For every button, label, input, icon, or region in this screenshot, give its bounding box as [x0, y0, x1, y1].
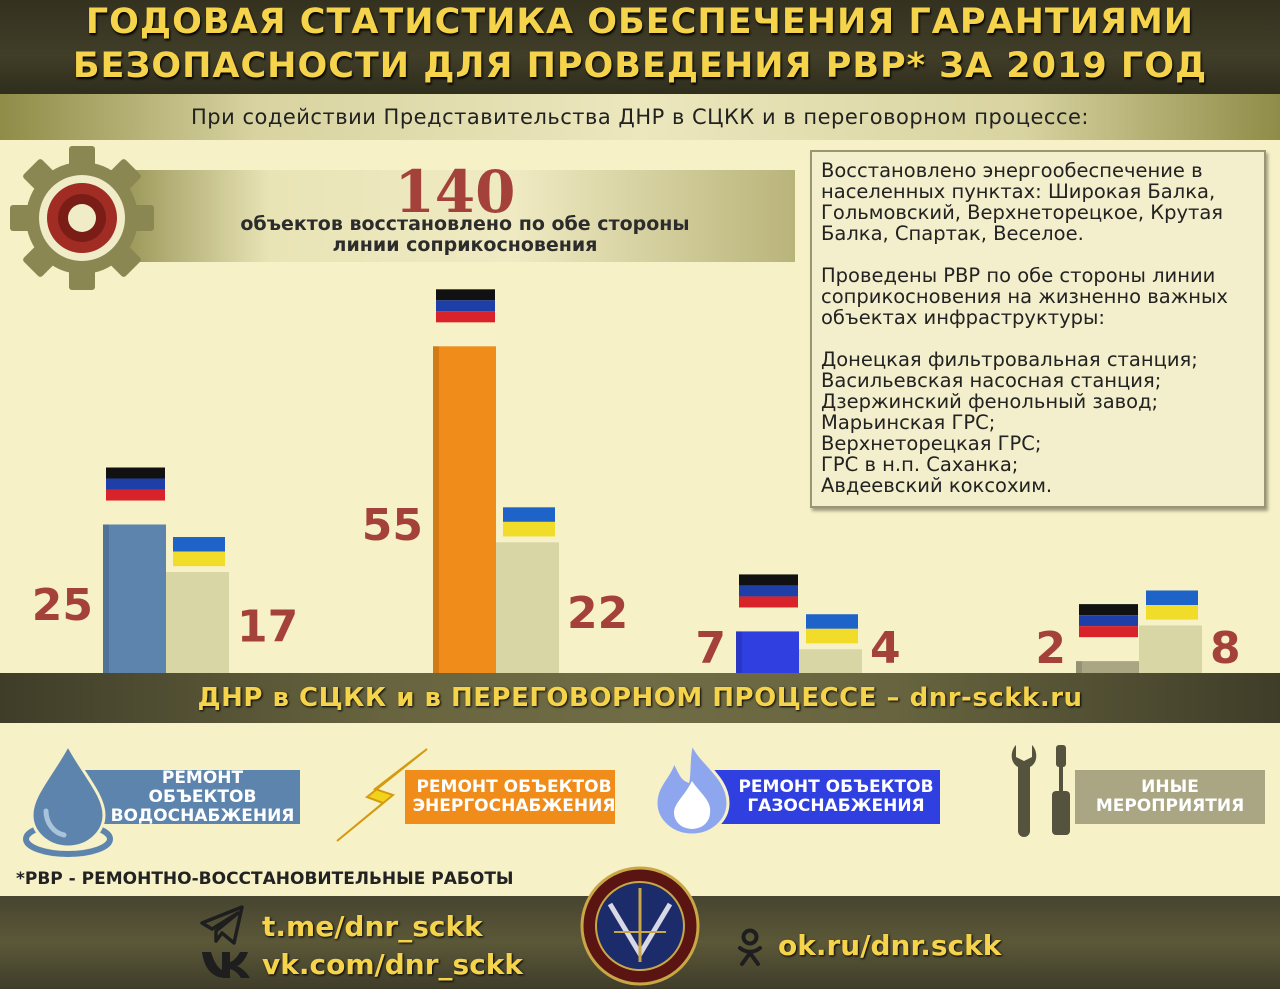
page-title-line2: БЕЗОПАСНОСТИ ДЛЯ ПРОВЕДЕНИЯ РВР* ЗА 2019… — [72, 46, 1208, 86]
odnoklassniki-icon — [738, 928, 762, 966]
ukraine-flag-stripe — [1146, 590, 1198, 606]
footnote: *РВР - РЕМОНТНО-ВОССТАНОВИТЕЛЬНЫЕ РАБОТЫ — [16, 869, 514, 889]
legend-item-other: ИНЫЕ МЕРОПРИЯТИЯ — [1075, 770, 1265, 824]
title-band — [0, 0, 1280, 94]
dnr-flag-stripe — [436, 289, 495, 301]
dnr-flag-stripe — [436, 311, 495, 323]
emblem-seal-icon — [580, 866, 700, 986]
banner-link[interactable]: ДНР в СЦКК и в ПЕРЕГОВОРНОМ ПРОЦЕССЕ – d… — [197, 683, 1083, 713]
water-drop-icon — [23, 741, 113, 857]
legend-label-line: ВОДОСНАБЖЕНИЯ — [110, 805, 295, 826]
value-label-dnr: 55 — [362, 500, 423, 551]
ukraine-flag-stripe — [806, 614, 858, 629]
gear-icon — [10, 146, 154, 290]
subtitle: При содействии Представительства ДНР в С… — [191, 105, 1089, 129]
ukraine-flag-stripe — [1146, 605, 1198, 620]
subtitle-band — [0, 94, 1280, 140]
bar-ukraine — [1139, 625, 1202, 673]
bar-ukraine — [799, 649, 862, 673]
legend: РЕМОНТ ОБЪЕКТОВ ВОДОСНАБЖЕНИЯ РЕМОНТ ОБЪЕ… — [0, 735, 1280, 865]
ukraine-flag-stripe — [806, 628, 858, 644]
info-paragraph-1: Восстановлено энергообеспечение в населе… — [821, 159, 1224, 245]
total-objects-number: 140 — [394, 158, 516, 226]
lightning-icon — [336, 748, 428, 842]
legend-label-line: ИНЫЕ — [1141, 777, 1199, 797]
bar-dnr-shade — [1076, 661, 1082, 673]
dnr-flag-stripe — [106, 478, 165, 490]
value-label-ukraine: 17 — [237, 602, 298, 653]
dnr-flag-stripe — [106, 467, 165, 479]
bar-dnr-shade — [433, 346, 439, 673]
ok-link[interactable]: ok.ru/dnr.sckk — [778, 929, 1002, 962]
info-list: Донецкая фильтровальная станция; Василье… — [821, 349, 1255, 496]
info-box: Восстановлено энергообеспечение в населе… — [810, 150, 1266, 508]
info-paragraph-2: Проведены РВР по обе стороны линии сопри… — [821, 264, 1228, 329]
vk-link[interactable]: vk.com/dnr_sckk — [262, 948, 524, 981]
telegram-icon — [200, 905, 244, 945]
headline-text-line2: линии соприкосновения — [332, 234, 598, 256]
dnr-flag-stripe — [436, 300, 495, 312]
info-list-item: Васильевская насосная станция; — [821, 369, 1162, 392]
legend-label-line: МЕРОПРИЯТИЯ — [1095, 796, 1245, 816]
info-list-item: Авдеевский коксохим. — [821, 474, 1053, 497]
value-label-dnr: 2 — [1035, 623, 1066, 674]
legend-label-line: ЭНЕРГОСНАБЖЕНИЯ — [412, 796, 616, 816]
bar-dnr — [433, 346, 496, 673]
headline-text: объектов восстановлено по обе стороны ли… — [200, 214, 730, 256]
value-label-ukraine: 4 — [870, 623, 901, 674]
legend-item-gas: РЕМОНТ ОБЪЕКТОВ ГАЗОСНАБЖЕНИЯ — [712, 770, 940, 824]
bar-dnr-shade — [103, 524, 109, 673]
legend-label-line: РЕМОНТ ОБЪЕКТОВ — [416, 777, 612, 797]
ukraine-flag-stripe — [503, 507, 555, 522]
info-list-item: Дзержинский фенольный завод; — [821, 390, 1159, 413]
dnr-flag-stripe — [1079, 604, 1138, 616]
headline-text-line1: объектов восстановлено по обе стороны — [240, 213, 690, 235]
dnr-flag-stripe — [106, 489, 165, 501]
ukraine-flag-stripe — [503, 521, 555, 537]
telegram-link[interactable]: t.me/dnr_sckk — [262, 910, 483, 943]
legend-item-water: РЕМОНТ ОБЪЕКТОВ ВОДОСНАБЖЕНИЯ — [85, 767, 300, 826]
ukraine-flag-stripe — [173, 551, 225, 567]
dnr-flag-stripe — [739, 574, 798, 586]
ukraine-flag-stripe — [173, 537, 225, 552]
info-list-item: Донецкая фильтровальная станция; — [821, 348, 1198, 371]
banner-band — [0, 673, 1280, 723]
dnr-flag-stripe — [1079, 626, 1138, 638]
gas-flame-icon — [654, 741, 730, 837]
bar-dnr — [736, 631, 799, 673]
bar-ukraine — [166, 572, 229, 673]
info-list-item: ГРС в н.п. Саханка; — [821, 453, 1019, 476]
value-label-ukraine: 8 — [1210, 623, 1241, 674]
legend-label-line: ГАЗОСНАБЖЕНИЯ — [747, 796, 925, 816]
bar-dnr — [103, 524, 166, 673]
value-label-ukraine: 22 — [567, 588, 628, 639]
legend-label-line: РЕМОНТ ОБЪЕКТОВ — [148, 767, 257, 807]
vk-icon — [202, 952, 250, 978]
dnr-flag-stripe — [1079, 615, 1138, 627]
tools-icon — [1011, 745, 1070, 837]
dnr-flag-stripe — [739, 596, 798, 608]
legend-label-line: РЕМОНТ ОБЪЕКТОВ — [738, 777, 934, 797]
legend-item-energy: РЕМОНТ ОБЪЕКТОВ ЭНЕРГОСНАБЖЕНИЯ — [405, 770, 615, 824]
dnr-flag-stripe — [739, 585, 798, 597]
value-label-dnr: 25 — [32, 580, 93, 631]
bar-ukraine — [496, 542, 559, 673]
value-label-dnr: 7 — [695, 623, 726, 674]
info-list-item: Верхнеторецкая ГРС; — [821, 432, 1042, 455]
page-title-line1: ГОДОВАЯ СТАТИСТИКА ОБЕСПЕЧЕНИЯ ГАРАНТИЯМ… — [85, 2, 1195, 42]
info-list-item: Марьинская ГРС; — [821, 411, 996, 434]
headline-band — [95, 170, 795, 262]
bar-dnr — [1076, 661, 1139, 673]
bar-dnr-shade — [736, 631, 742, 673]
